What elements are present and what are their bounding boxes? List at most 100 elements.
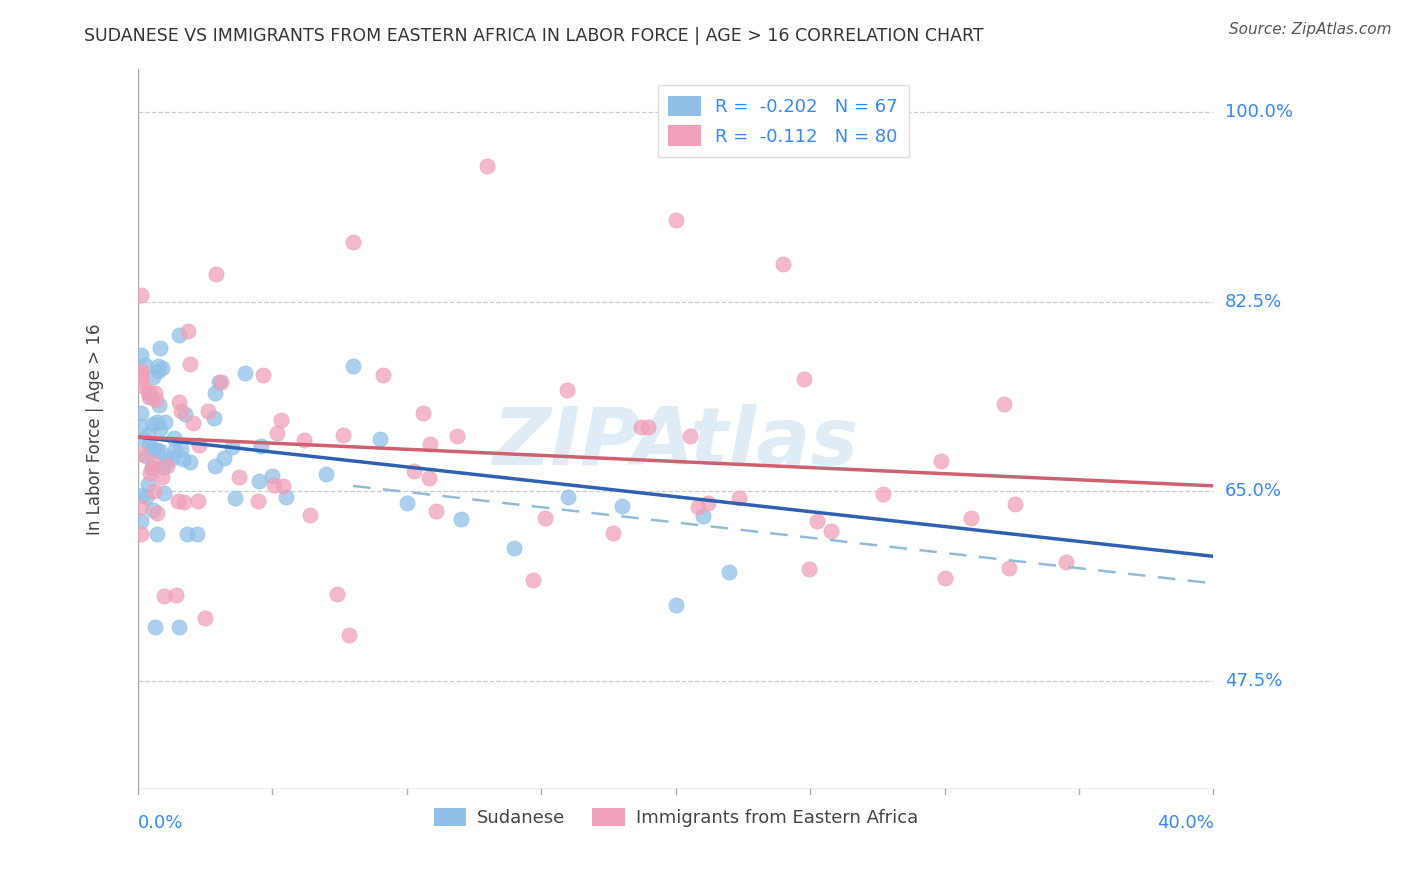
Point — [162, 431, 184, 445]
Point — [419, 436, 441, 450]
Point — [235, 366, 257, 380]
Point — [772, 257, 794, 271]
Point — [172, 452, 194, 467]
Point — [129, 371, 152, 385]
Point — [1004, 498, 1026, 512]
Point — [136, 384, 159, 399]
Point — [960, 510, 983, 524]
Point — [134, 358, 156, 372]
Point — [169, 328, 191, 343]
Point — [129, 500, 152, 514]
Text: 47.5%: 47.5% — [1225, 672, 1282, 690]
Point — [143, 620, 166, 634]
Point — [679, 429, 702, 443]
Point — [993, 397, 1015, 411]
Point — [224, 491, 246, 505]
Point — [145, 507, 167, 521]
Point — [205, 267, 228, 281]
Point — [665, 598, 688, 612]
Point — [250, 439, 273, 453]
Point — [263, 478, 285, 492]
Point — [477, 159, 499, 173]
Point — [247, 475, 270, 489]
Point — [934, 571, 956, 585]
Point — [246, 494, 269, 508]
Point — [342, 359, 364, 373]
Point — [806, 514, 828, 528]
Point — [153, 590, 176, 604]
Point — [155, 415, 177, 429]
Point — [146, 359, 169, 373]
Text: 65.0%: 65.0% — [1225, 483, 1282, 500]
Point — [197, 404, 219, 418]
Point — [152, 460, 174, 475]
Point — [142, 442, 165, 457]
Text: 100.0%: 100.0% — [1225, 103, 1292, 121]
Point — [395, 495, 418, 509]
Point — [150, 470, 173, 484]
Point — [131, 488, 153, 502]
Point — [163, 443, 186, 458]
Point — [212, 450, 235, 465]
Legend: Sudanese, Immigrants from Eastern Africa: Sudanese, Immigrants from Eastern Africa — [426, 801, 925, 834]
Point — [150, 361, 173, 376]
Point — [149, 341, 172, 355]
Point — [337, 628, 360, 642]
Point — [129, 526, 152, 541]
Point — [142, 369, 165, 384]
Point — [129, 288, 152, 302]
Point — [262, 468, 284, 483]
Point — [332, 427, 354, 442]
Point — [326, 587, 349, 601]
Point — [1054, 555, 1077, 569]
Text: 82.5%: 82.5% — [1225, 293, 1282, 310]
Point — [142, 456, 165, 470]
Point — [129, 447, 152, 461]
Point — [187, 437, 209, 451]
Point — [129, 419, 152, 434]
Point — [727, 491, 749, 505]
Point — [202, 411, 225, 425]
Text: 40.0%: 40.0% — [1157, 814, 1213, 832]
Point — [138, 436, 160, 450]
Point — [450, 511, 472, 525]
Point — [176, 527, 198, 541]
Point — [170, 403, 193, 417]
Point — [204, 458, 226, 473]
Point — [534, 511, 557, 525]
Point — [610, 499, 633, 513]
Point — [138, 384, 160, 399]
Text: Source: ZipAtlas.com: Source: ZipAtlas.com — [1229, 22, 1392, 37]
Point — [418, 471, 440, 485]
Point — [169, 395, 191, 409]
Point — [129, 348, 152, 362]
Point — [697, 496, 720, 510]
Point — [637, 420, 659, 434]
Point — [270, 413, 292, 427]
Point — [129, 378, 152, 392]
Point — [165, 588, 187, 602]
Point — [503, 541, 526, 555]
Point — [446, 429, 468, 443]
Point — [139, 466, 162, 480]
Point — [141, 461, 163, 475]
Point — [149, 444, 172, 458]
Point — [129, 368, 152, 382]
Point — [342, 235, 364, 249]
Point — [135, 490, 157, 504]
Point — [142, 503, 165, 517]
Point — [872, 487, 894, 501]
Point — [179, 455, 201, 469]
Point — [146, 443, 169, 458]
Point — [555, 383, 578, 397]
Point — [402, 464, 425, 478]
Point — [557, 490, 579, 504]
Text: In Labor Force | Age > 16: In Labor Force | Age > 16 — [86, 323, 104, 534]
Point — [136, 427, 159, 442]
Point — [148, 363, 170, 377]
Point — [368, 432, 391, 446]
Point — [686, 500, 709, 514]
Text: SUDANESE VS IMMIGRANTS FROM EASTERN AFRICA IN LABOR FORCE | AGE > 16 CORRELATION: SUDANESE VS IMMIGRANTS FROM EASTERN AFRI… — [84, 27, 984, 45]
Point — [138, 390, 160, 404]
Point — [177, 324, 200, 338]
